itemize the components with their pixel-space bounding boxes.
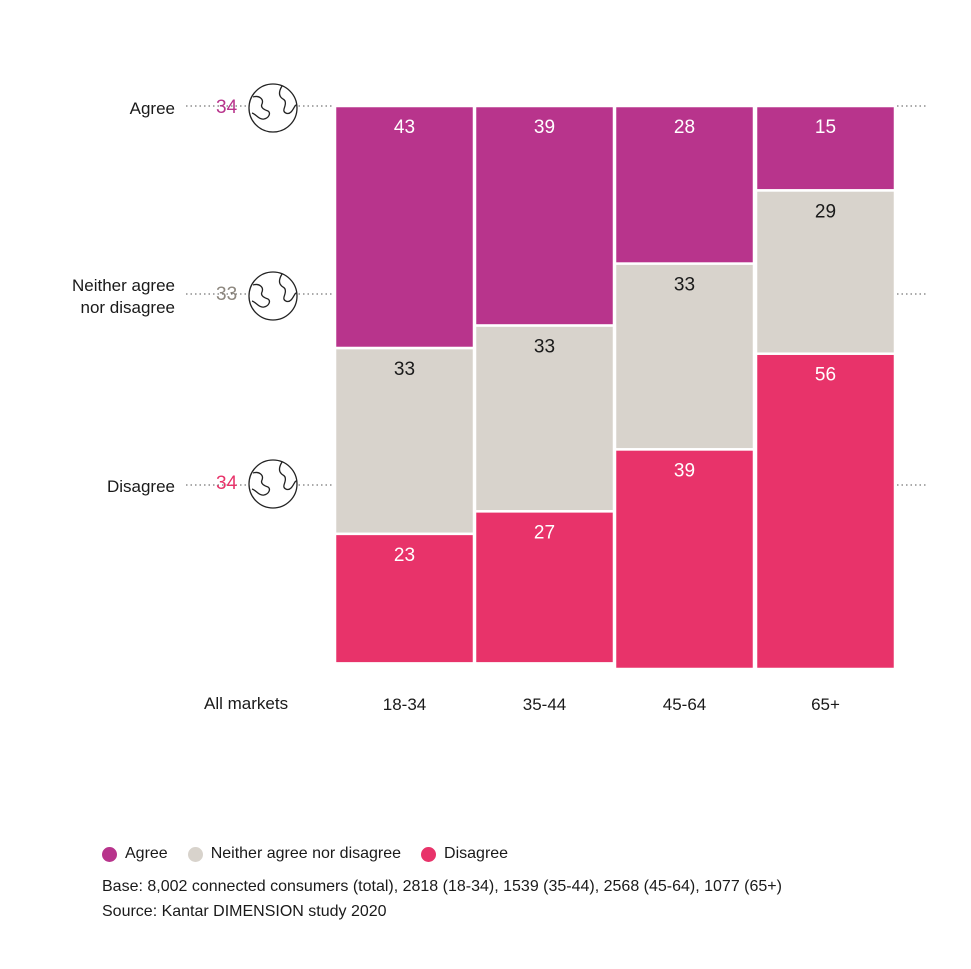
data-label: 56 [815,365,836,386]
reference-axis-label: All markets [204,694,289,713]
data-label: 39 [534,117,555,138]
reference-value-neither: 33 [216,284,238,305]
data-label: 43 [394,117,415,138]
data-label: 15 [815,117,836,138]
reference-label-agree: Agree [129,99,175,118]
legend-label-neither: Neither agree nor disagree [210,845,402,862]
data-label: 28 [674,117,695,138]
bar-segment [754,352,897,671]
bar-segment [754,104,897,192]
bar-segment [754,189,897,355]
x-tick-label: 45-64 [663,695,706,714]
data-label: 33 [394,359,415,380]
bar-segment [613,104,756,265]
legend-swatch-disagree [421,846,437,862]
bar-segment [613,262,756,451]
data-label: 33 [534,337,555,358]
legend-item-neither: Neither agree nor disagree [187,845,402,863]
data-label: 23 [394,545,415,566]
reference-value-disagree: 34 [216,473,238,494]
reference-label-neither-line1: Neither agree [71,276,175,295]
legend: Agree Neither agree nor disagree Disagre… [102,845,528,863]
legend-item-agree: Agree [102,845,168,863]
x-tick-label: 35-44 [523,695,566,714]
bar-segment [473,104,616,327]
legend-label-disagree: Disagree [444,845,509,862]
reference-label-disagree: Disagree [106,477,175,496]
x-tick-label: 65+ [811,695,840,714]
data-label: 33 [674,275,695,296]
legend-swatch-agree [102,846,117,862]
legend-label-agree: Agree [125,845,168,862]
x-tick-label: 18-34 [383,695,426,714]
globe-icon [248,271,298,321]
globe-icon [248,459,298,509]
bar-segment [333,104,476,350]
source-note: Source: Kantar DIMENSION study 2020 [102,903,387,920]
data-label: 39 [674,460,695,481]
data-label: 29 [815,201,836,222]
bar-segment [613,448,756,671]
globe-icon [248,83,298,133]
legend-item-disagree: Disagree [421,845,508,863]
reference-label-neither-line2: nor disagree [80,298,175,317]
base-note: Base: 8,002 connected consumers (total),… [102,878,782,895]
legend-swatch-neither [187,846,203,862]
data-label: 27 [534,522,555,543]
bar-segment [333,346,476,536]
reference-value-agree: 34 [216,97,238,118]
